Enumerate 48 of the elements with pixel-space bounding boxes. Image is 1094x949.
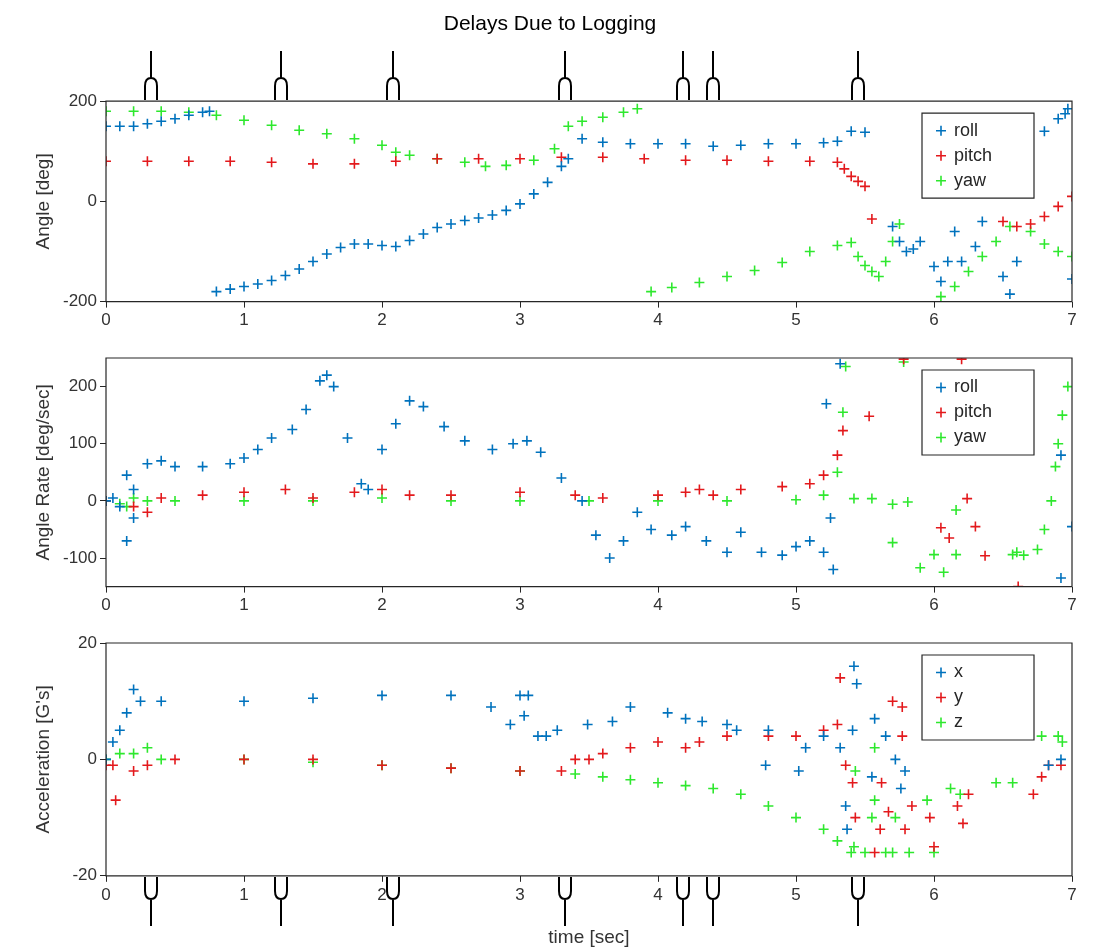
- x-tick-label: 1: [239, 595, 249, 615]
- y-axis-title: Angle Rate [deg/sec]: [31, 384, 53, 561]
- x-tick-label: 0: [101, 884, 111, 904]
- y-tick-label: 0: [87, 749, 97, 769]
- x-tick-label: 4: [653, 884, 663, 904]
- x-tick-label: 2: [377, 595, 387, 615]
- y-tick-label: -100: [62, 547, 97, 567]
- legend-label: yaw: [954, 426, 988, 447]
- x-tick-label: 3: [515, 884, 525, 904]
- y-axis-title: Angle [deg]: [31, 153, 53, 250]
- legend-label: roll: [954, 376, 979, 397]
- y-tick-label: -200: [62, 291, 97, 311]
- x-tick-label: 6: [929, 595, 939, 615]
- y-tick-label: 0: [87, 191, 97, 211]
- y-tick-label: 0: [87, 490, 97, 510]
- legend-label: x: [954, 661, 963, 682]
- y-tick-label: -20: [72, 865, 97, 885]
- x-tick-label: 7: [1067, 884, 1077, 904]
- x-tick-label: 4: [653, 310, 663, 330]
- x-tick-label: 5: [791, 595, 801, 615]
- y-tick-label: 200: [68, 376, 97, 396]
- x-tick-label: 5: [791, 310, 801, 330]
- x-tick-label: 3: [515, 310, 525, 330]
- legend-label: roll: [954, 119, 979, 140]
- y-tick-label: 100: [68, 433, 97, 453]
- x-tick-label: 7: [1067, 310, 1077, 330]
- x-tick-label: 1: [239, 310, 249, 330]
- x-tick-label: 2: [377, 884, 387, 904]
- legend-label: pitch: [954, 144, 993, 165]
- x-tick-label: 0: [101, 310, 111, 330]
- x-tick-label: 5: [791, 884, 801, 904]
- y-tick-label: 200: [68, 90, 97, 110]
- legend-label: z: [954, 711, 963, 732]
- x-tick-label: 2: [377, 310, 387, 330]
- y-tick-label: 20: [78, 632, 97, 652]
- x-tick-label: 1: [239, 884, 249, 904]
- legend-label: pitch: [954, 401, 993, 422]
- x-tick-label: 0: [101, 595, 111, 615]
- x-tick-label: 4: [653, 595, 663, 615]
- x-axis-title: time [sec]: [548, 925, 630, 947]
- x-tick-label: 7: [1067, 595, 1077, 615]
- x-tick-label: 3: [515, 595, 525, 615]
- x-tick-label: 6: [929, 884, 939, 904]
- x-tick-label: 6: [929, 310, 939, 330]
- legend-label: y: [954, 686, 963, 707]
- y-axis-title: Acceleration [G's]: [31, 685, 53, 834]
- chart-title: Delays Due to Logging: [443, 11, 657, 35]
- legend-label: yaw: [954, 169, 988, 190]
